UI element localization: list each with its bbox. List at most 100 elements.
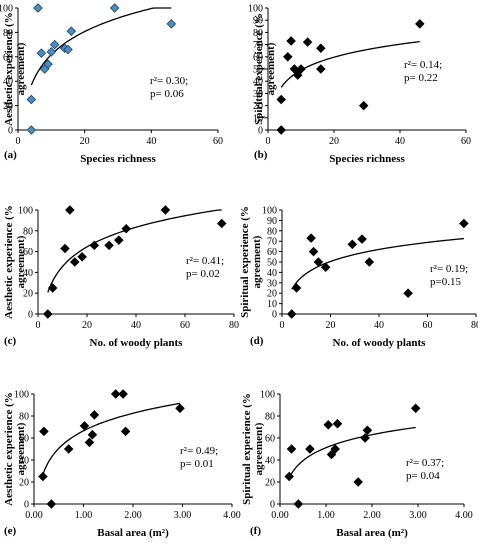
chart-panel-a: 0 20 40 60 80 100 0 20 40 60 r²= 0.30;p= 0.06 Speci… — [0, 3, 223, 165]
data-point — [60, 243, 70, 254]
data-point — [276, 94, 286, 105]
chart-panel-e: 0 20 40 60 80 100 0.00 1.00 2.00 3.00 4.00 r²= 0.49… — [3, 389, 241, 539]
y-tick-label: 100 — [0, 4, 13, 15]
y-tick-label: 50 — [253, 65, 263, 76]
y-axis-title-line: agreement) — [15, 42, 27, 95]
fit-annotation: p= 0.02 — [186, 268, 220, 280]
y-axis-title-line: agreement) — [15, 235, 27, 288]
y-tick-label: 60 — [3, 52, 13, 63]
data-point — [46, 499, 57, 509]
x-tick-label: 3.00 — [174, 510, 192, 521]
trend-line — [288, 426, 416, 479]
x-tick-label: 3.00 — [409, 510, 427, 521]
data-point — [63, 444, 74, 454]
trend-line — [291, 237, 464, 290]
y-tick-label: 20 — [265, 478, 275, 489]
data-point — [89, 240, 100, 251]
data-point — [166, 19, 177, 29]
x-tick-label: 4.00 — [223, 510, 241, 521]
data-point — [364, 257, 375, 267]
y-tick-label: 20 — [267, 289, 277, 300]
x-tick-label: 80 — [229, 320, 239, 331]
y-axis-title-line: Spiritual experience (% — [253, 13, 265, 125]
data-point — [77, 252, 87, 262]
data-point — [286, 36, 296, 46]
data-point — [283, 52, 293, 62]
chart-panel-d: 0102030405060708090100020406080r²= 0.19;… — [239, 206, 478, 350]
panel-label: (d) — [250, 335, 264, 347]
data-point — [43, 309, 53, 319]
x-tick-label: 60 — [423, 320, 433, 331]
data-point — [330, 444, 340, 454]
data-point — [291, 283, 302, 293]
y-tick-label: 0 — [258, 126, 263, 137]
data-point — [357, 234, 367, 244]
data-point — [323, 420, 334, 430]
x-tick-label: 0.00 — [25, 510, 43, 521]
y-tick-label: 60 — [267, 247, 277, 258]
x-tick-label: 20 — [82, 320, 92, 331]
x-axis-title: Species richness — [329, 153, 405, 165]
data-point — [69, 257, 80, 267]
y-tick-label: 10 — [253, 113, 263, 124]
x-axis-title: No. of woody plants — [90, 337, 184, 349]
fit-annotation: p= 0.04 — [406, 470, 440, 482]
x-tick-label: 2.00 — [124, 510, 142, 521]
data-point — [65, 205, 75, 215]
y-tick-label: 90 — [267, 216, 277, 227]
fit-annotation: r²= 0.19; — [430, 263, 468, 275]
fit-annotation: r²= 0.41; — [186, 255, 224, 267]
y-tick-label: 80 — [3, 28, 13, 39]
data-point — [49, 39, 60, 50]
x-tick-label: 0 — [266, 136, 271, 147]
data-point — [410, 403, 421, 414]
data-point — [313, 257, 324, 267]
data-point — [216, 218, 227, 229]
y-tick-label: 90 — [253, 16, 263, 27]
data-point — [306, 233, 316, 243]
fit-annotation: r²= 0.49; — [180, 445, 218, 457]
y-tick-label: 0 — [24, 500, 29, 511]
x-tick-label: 0 — [280, 320, 285, 331]
data-point — [403, 288, 413, 298]
y-tick-label: 30 — [267, 278, 277, 289]
y-tick-label: 60 — [19, 434, 29, 445]
data-point — [293, 499, 304, 509]
data-point — [353, 477, 363, 487]
x-tick-label: 0 — [16, 136, 21, 147]
panel-label: (a) — [4, 149, 17, 161]
y-axis-title: Spiritual experience (% agreement) — [241, 393, 265, 505]
y-tick-label: 100 — [262, 206, 277, 217]
data-point — [46, 47, 57, 57]
x-tick-label: 0 — [36, 320, 41, 331]
data-point — [347, 239, 358, 250]
data-point — [320, 262, 331, 272]
data-point — [104, 240, 114, 251]
y-axis-title: Aesthetic experience (% agreement) — [3, 205, 27, 319]
x-tick-label: 60 — [180, 320, 190, 331]
y-tick-label: 40 — [19, 456, 29, 467]
y-tick-label: 80 — [19, 412, 29, 423]
y-axis-title: Aesthetic experience (% agreement) — [3, 392, 27, 506]
y-tick-label: 20 — [19, 478, 29, 489]
y-tick-label: 40 — [23, 268, 33, 279]
fit-annotation: p= 0.01 — [180, 458, 214, 470]
y-tick-label: 100 — [260, 390, 275, 401]
x-axis-title: Species richness — [80, 153, 156, 165]
data-point — [36, 48, 47, 58]
y-axis-title-line: Spiritual experience (% — [239, 206, 251, 318]
data-point — [38, 471, 48, 482]
x-tick-label: 80 — [471, 320, 478, 331]
y-tick-label: 80 — [267, 226, 277, 237]
y-tick-label: 50 — [267, 258, 277, 269]
y-tick-label: 20 — [253, 101, 263, 112]
fit-annotation: r²= 0.37; — [406, 457, 444, 469]
data-point — [66, 26, 77, 36]
chart-panel-c: 0 20 40 60 80 100 0 20 40 60 80 r²= 0.41;p= 0.02 No.… — [3, 205, 239, 349]
y-axis-title: Spiritual experience (% agreement) — [239, 206, 263, 318]
y-tick-label: 40 — [253, 77, 263, 88]
x-tick-label: 4.00 — [455, 510, 473, 521]
x-tick-label: 20 — [329, 136, 339, 147]
data-point — [110, 389, 121, 399]
